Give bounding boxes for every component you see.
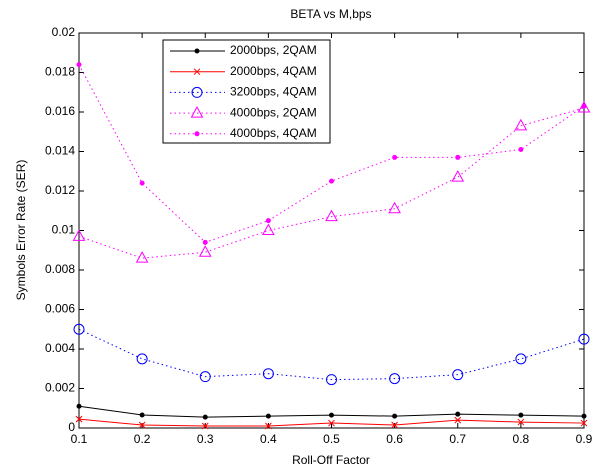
data-point [201,422,209,430]
data-point [388,201,401,214]
data-point [202,239,208,245]
data-point [198,245,212,257]
data-point [581,103,587,109]
data-point [391,421,398,429]
x-tick-label: 0.2 [134,432,151,446]
legend-marker [194,131,200,137]
data-point [202,414,208,420]
chart-title: BETA vs M,bps [290,7,371,21]
data-point [138,421,146,429]
legend-box [162,39,331,144]
x-tick-label: 0.7 [449,432,466,446]
series-line [78,107,585,259]
y-tick-label: 0.006 [45,302,75,316]
legend-label: 4000bps, 2QAM [230,105,317,119]
data-point [518,147,524,153]
x-tick-label: 0.1 [71,432,88,446]
data-point [578,333,590,345]
data-point [325,209,338,222]
data-point [262,368,274,380]
data-point [455,154,461,160]
data-point [514,118,528,131]
x-axis-label: Roll-Off Factor [292,453,370,467]
data-point [392,154,398,160]
y-tick-label: 0.01 [52,223,76,237]
data-point [199,371,211,383]
data-point [451,170,465,182]
data-point [389,373,401,385]
y-tick-label: 0.002 [45,381,75,395]
data-point [392,413,398,419]
plot-frame [78,32,585,429]
data-point [326,374,338,386]
x-tick-label: 0.6 [386,432,403,446]
y-tick-label: 0.02 [52,25,76,39]
data-point [515,353,527,365]
data-point [72,229,86,241]
series-line [78,328,585,381]
data-point [265,218,271,224]
y-tick-label: 0.008 [45,262,75,276]
data-point [517,418,525,426]
data-point [329,178,335,184]
x-tick-label: 0.8 [513,432,530,446]
data-point [139,180,145,186]
series-line [78,64,585,243]
data-point [452,369,464,381]
y-axis-label: Symbols Error Rate (SER) [14,160,28,301]
data-point [580,419,588,427]
legend-marker [193,68,201,76]
legend-marker [194,48,200,54]
data-point [139,412,145,418]
x-tick-label: 0.3 [197,432,214,446]
x-tick-label: 0.4 [260,432,277,446]
legend-label: 2000bps, 4QAM [230,64,317,78]
data-point [454,416,462,424]
data-point [135,251,149,263]
data-point [329,412,335,418]
y-tick-label: 0.004 [45,341,75,355]
legend-label: 2000bps, 2QAM [230,43,317,57]
data-point [455,411,461,417]
data-point [75,415,83,423]
data-point [136,353,148,365]
y-tick-label: 0.012 [45,183,75,197]
data-point [518,412,524,418]
legend-marker [191,86,203,98]
data-point [262,223,275,235]
data-point [577,101,591,113]
legend-marker [190,106,204,118]
legend-label: 3200bps, 4QAM [230,85,317,99]
y-tick-label: 0 [68,420,75,434]
x-tick-label: 0.5 [323,432,340,446]
data-point [265,422,272,430]
data-point [328,419,335,427]
y-tick-label: 0.018 [45,65,75,79]
data-point [76,62,82,68]
data-point [76,403,82,409]
data-point [581,413,587,419]
data-point [73,323,85,335]
y-tick-label: 0.016 [45,104,75,118]
x-tick-label: 0.9 [576,432,593,446]
y-tick-label: 0.014 [45,144,75,158]
legend-label: 4000bps, 4QAM [230,126,317,140]
data-point [265,413,271,419]
